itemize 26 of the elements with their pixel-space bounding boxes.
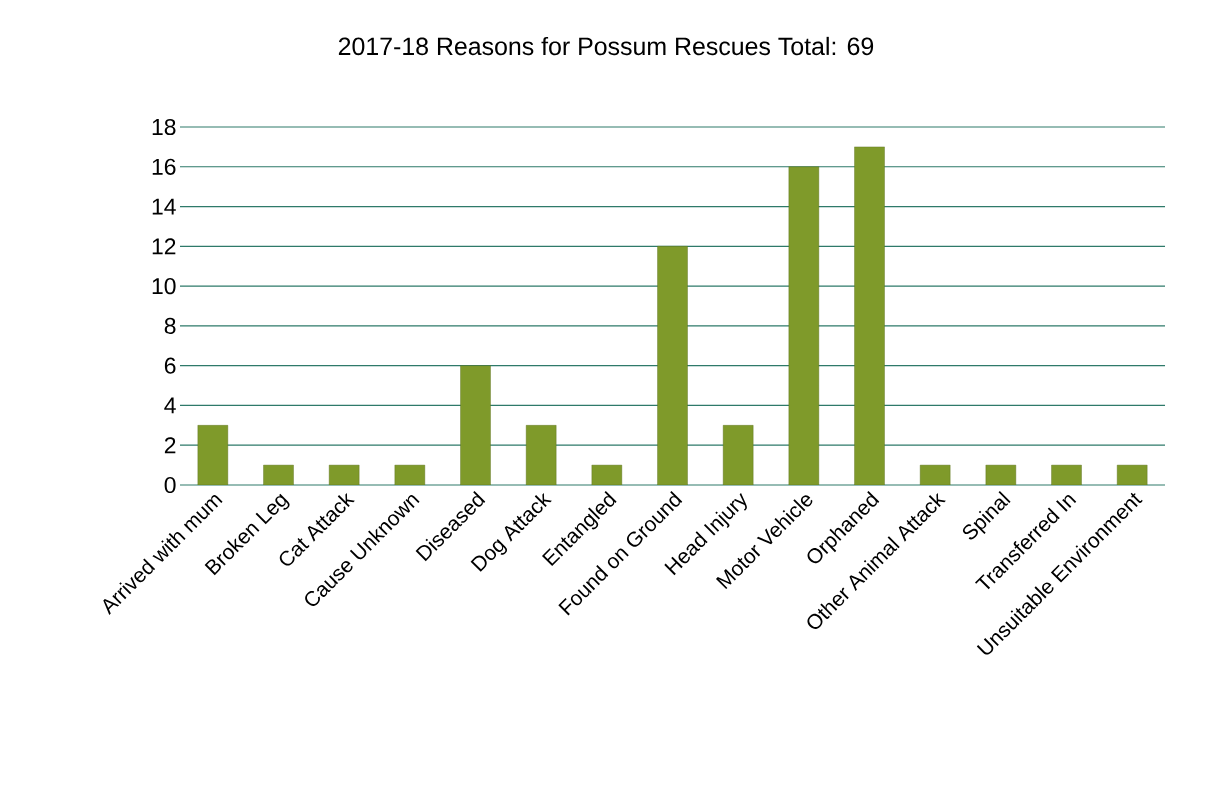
y-tick-label: 16 — [152, 158, 176, 175]
y-tick-label: 14 — [152, 198, 176, 215]
bar — [722, 425, 754, 485]
y-tick-label: 2 — [164, 437, 176, 454]
bar — [328, 464, 360, 485]
bar — [657, 246, 688, 485]
bar — [1116, 464, 1148, 485]
y-tick-label: 8 — [164, 317, 176, 334]
chart-title: 2017-18 Reasons for Possum Rescues Total: 69 — [338, 36, 874, 56]
bar — [854, 146, 885, 485]
bar — [394, 464, 426, 485]
y-tick-label: 12 — [152, 238, 176, 255]
bar — [985, 464, 1017, 485]
bar — [460, 365, 491, 485]
bar — [591, 464, 623, 485]
y-tick-label: 0 — [164, 476, 176, 494]
bar — [1051, 464, 1082, 485]
y-tick-label: 10 — [152, 278, 176, 295]
y-tick-label: 18 — [152, 118, 176, 136]
bar — [197, 425, 229, 485]
bar — [919, 464, 951, 485]
bar — [263, 464, 294, 485]
bar — [525, 425, 557, 485]
y-tick-label: 6 — [164, 357, 176, 374]
y-tick-label: 4 — [164, 397, 176, 414]
bar — [788, 166, 820, 485]
